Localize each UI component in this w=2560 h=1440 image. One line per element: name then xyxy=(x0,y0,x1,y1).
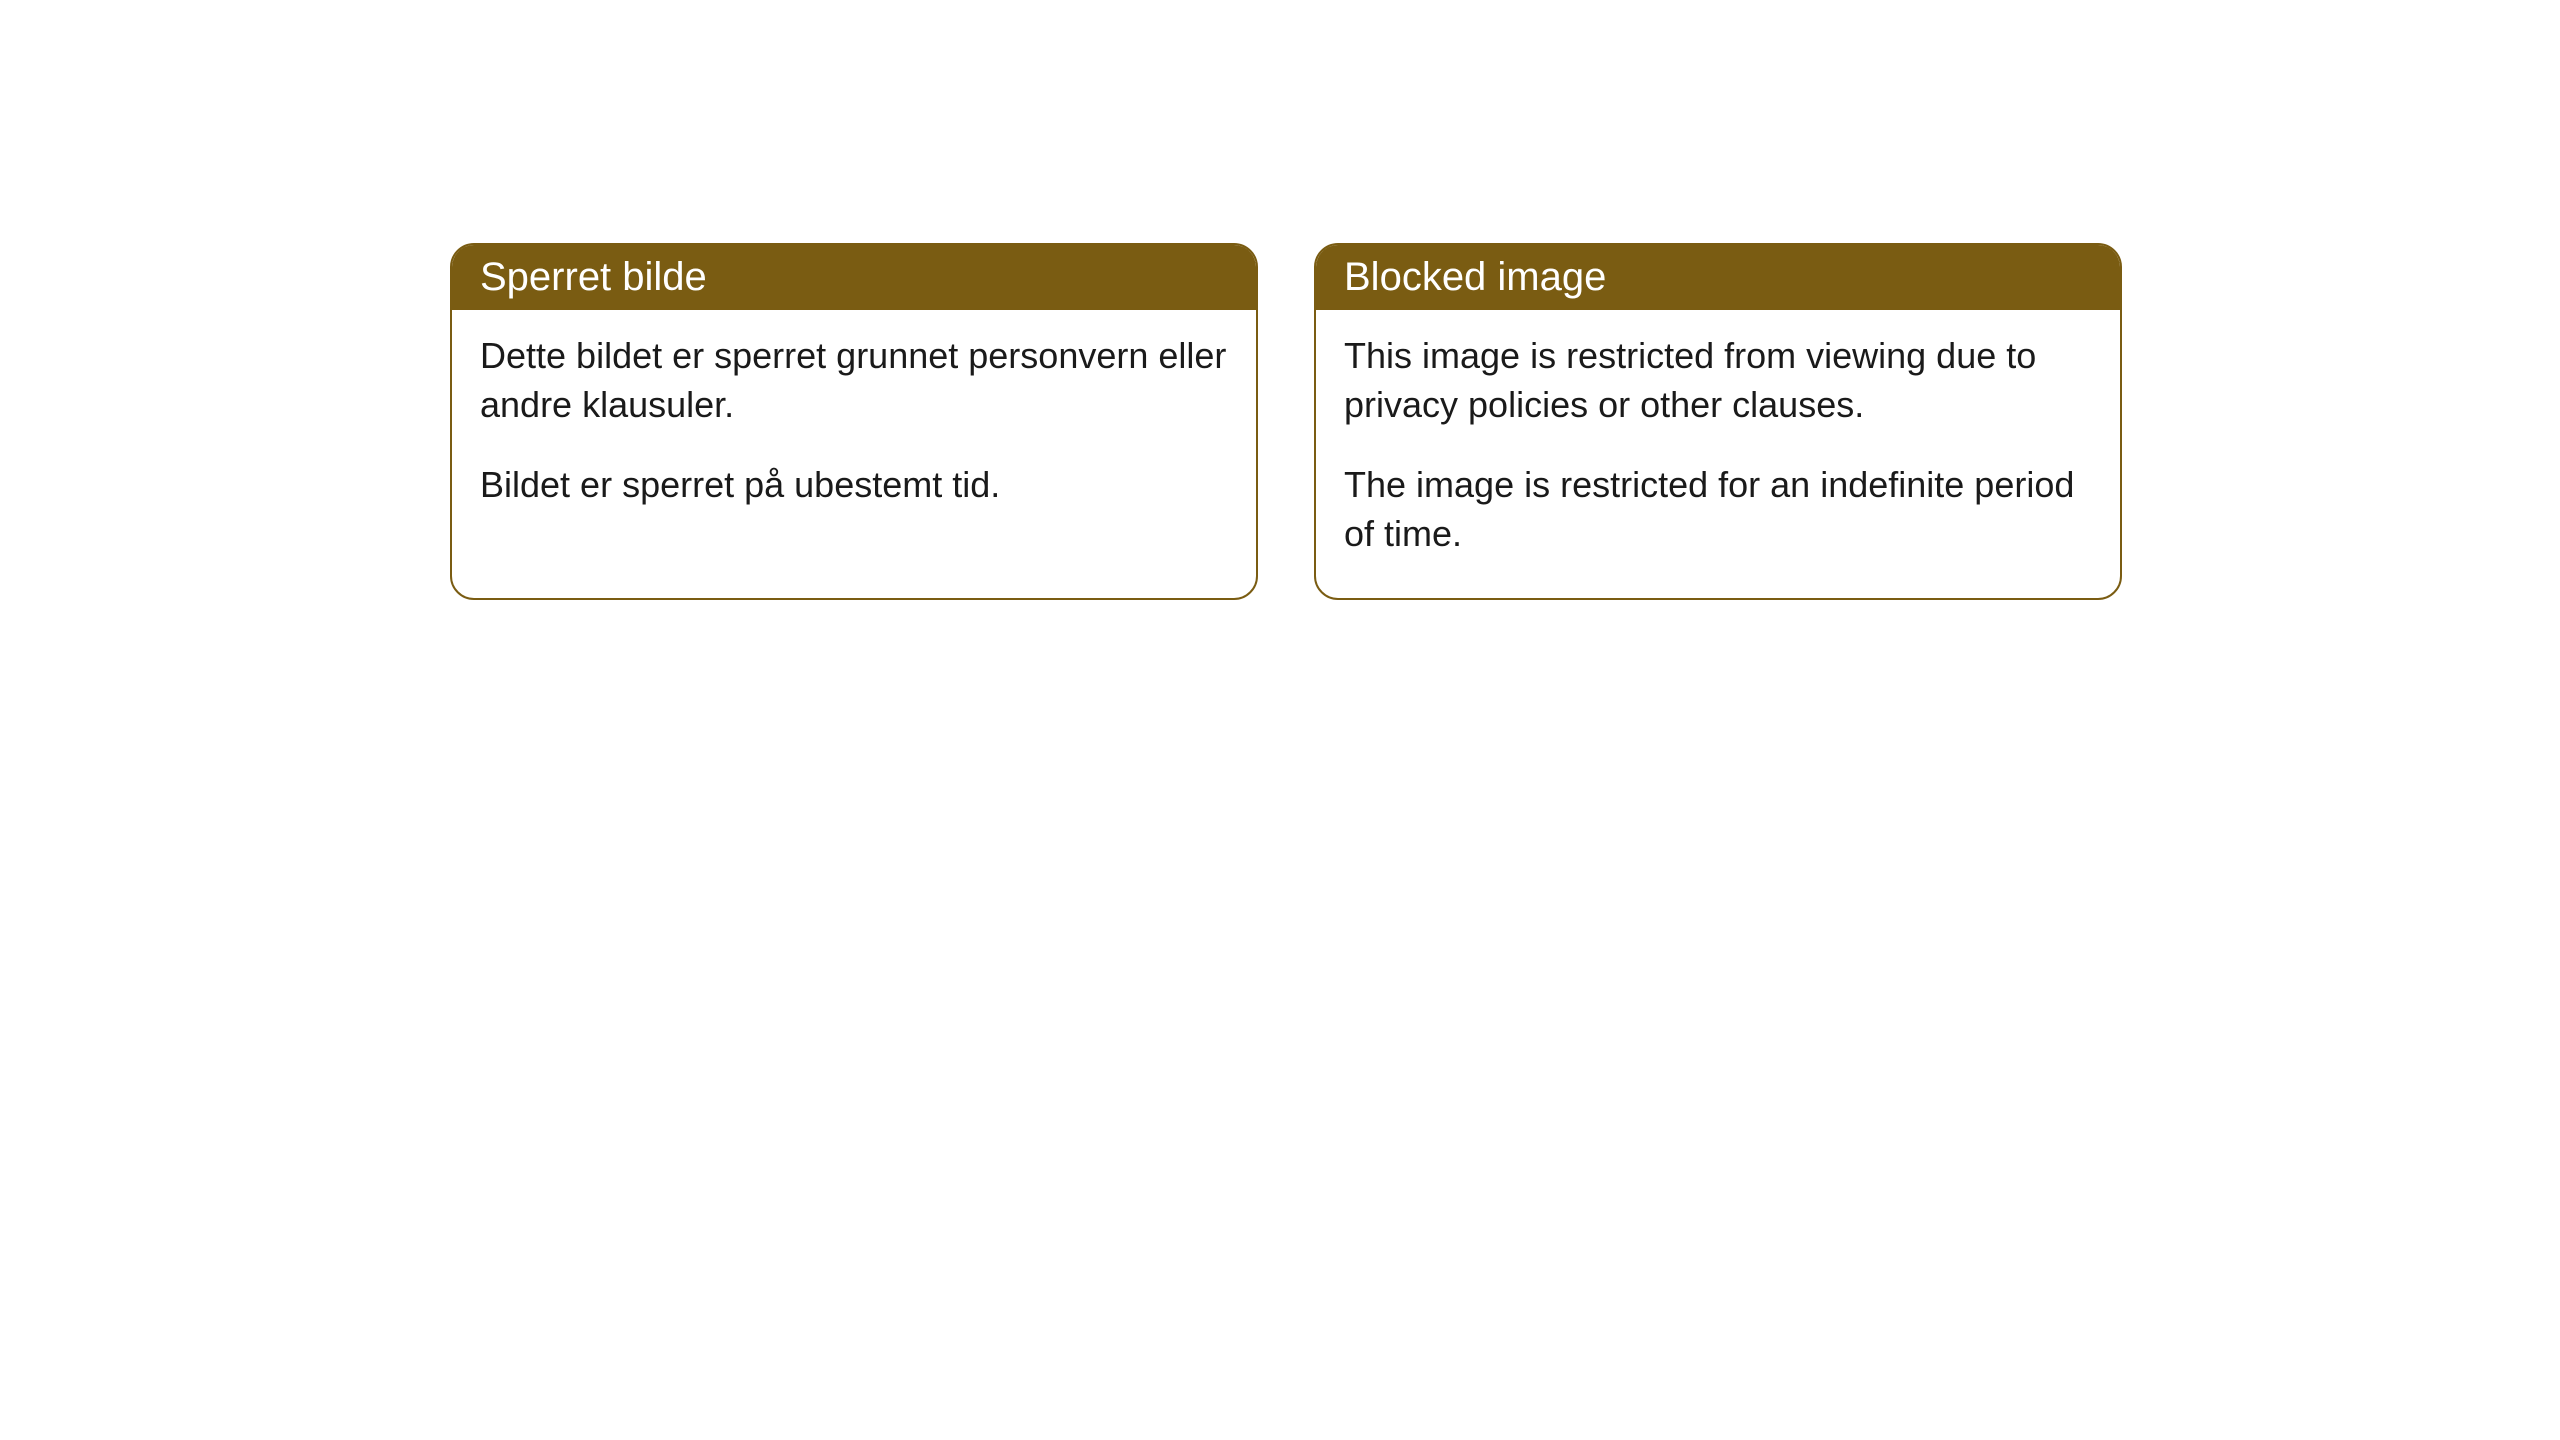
card-header: Blocked image xyxy=(1316,245,2120,310)
card-title: Sperret bilde xyxy=(480,255,707,299)
card-paragraph: The image is restricted for an indefinit… xyxy=(1344,461,2092,558)
notice-card-english: Blocked image This image is restricted f… xyxy=(1314,243,2122,600)
card-header: Sperret bilde xyxy=(452,245,1256,310)
card-paragraph: This image is restricted from viewing du… xyxy=(1344,332,2092,429)
notice-cards-container: Sperret bilde Dette bildet er sperret gr… xyxy=(450,243,2122,600)
card-body: Dette bildet er sperret grunnet personve… xyxy=(452,310,1256,550)
card-paragraph: Bildet er sperret på ubestemt tid. xyxy=(480,461,1228,510)
card-title: Blocked image xyxy=(1344,255,1606,299)
card-paragraph: Dette bildet er sperret grunnet personve… xyxy=(480,332,1228,429)
notice-card-norwegian: Sperret bilde Dette bildet er sperret gr… xyxy=(450,243,1258,600)
card-body: This image is restricted from viewing du… xyxy=(1316,310,2120,598)
